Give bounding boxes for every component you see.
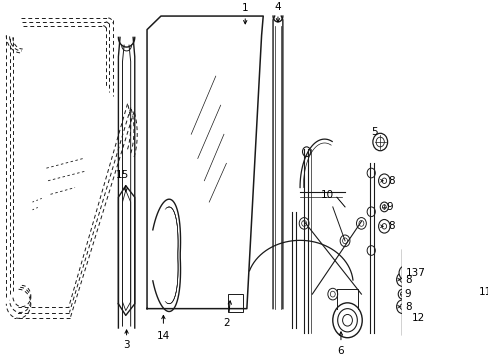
Text: 10: 10 (320, 190, 333, 200)
Text: 8: 8 (405, 275, 411, 284)
Text: 11: 11 (477, 287, 488, 297)
Circle shape (396, 273, 407, 286)
Circle shape (366, 168, 375, 178)
FancyBboxPatch shape (402, 248, 474, 335)
Circle shape (372, 133, 387, 151)
Circle shape (358, 220, 363, 226)
Circle shape (366, 207, 375, 217)
Text: 8: 8 (387, 221, 394, 231)
Circle shape (399, 277, 404, 282)
Text: 8: 8 (387, 176, 394, 186)
Circle shape (340, 235, 349, 247)
Circle shape (342, 314, 352, 326)
Text: 15: 15 (116, 170, 129, 180)
Circle shape (382, 205, 386, 209)
Circle shape (302, 147, 310, 157)
Circle shape (378, 174, 389, 188)
Bar (227, 294, 242, 311)
Text: 5: 5 (370, 127, 377, 137)
Circle shape (399, 304, 404, 309)
Circle shape (400, 292, 404, 296)
Circle shape (378, 220, 389, 233)
Circle shape (342, 238, 347, 244)
Circle shape (381, 178, 386, 184)
Circle shape (375, 137, 384, 147)
Text: 1: 1 (242, 3, 248, 13)
Circle shape (397, 289, 406, 299)
Text: 6: 6 (337, 346, 344, 356)
Circle shape (327, 288, 337, 300)
Text: 137: 137 (405, 268, 425, 278)
Text: 2: 2 (223, 318, 229, 328)
Circle shape (398, 266, 409, 280)
Text: 9: 9 (385, 202, 392, 212)
Circle shape (366, 246, 375, 255)
Text: 9: 9 (403, 289, 410, 299)
Text: 12: 12 (411, 313, 425, 323)
Circle shape (330, 291, 335, 297)
Text: 14: 14 (157, 331, 170, 341)
Text: 3: 3 (123, 339, 130, 350)
Circle shape (381, 224, 386, 229)
Circle shape (301, 220, 306, 226)
Text: 4: 4 (274, 2, 281, 12)
Circle shape (396, 300, 407, 314)
Circle shape (337, 309, 357, 332)
Circle shape (402, 270, 406, 275)
Circle shape (356, 217, 366, 229)
Text: 8: 8 (405, 302, 411, 312)
Circle shape (299, 217, 308, 229)
Circle shape (380, 202, 387, 212)
Circle shape (332, 303, 362, 338)
